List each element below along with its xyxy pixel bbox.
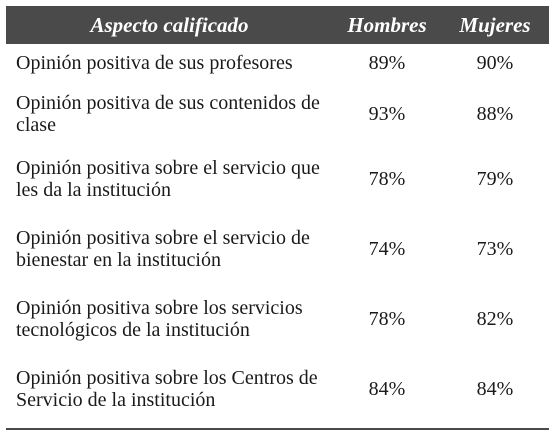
row-aspect: Opinión positiva sobre los Centros de Se…: [16, 367, 318, 411]
row-women-value: 88%: [476, 103, 514, 125]
row-men-value: 84%: [368, 378, 406, 400]
row-women-value: 73%: [476, 238, 514, 260]
row-women-value: 79%: [476, 168, 514, 190]
header-women: Mujeres: [459, 12, 531, 37]
table-row: Opinión positiva sobre los servicios tec…: [6, 284, 549, 354]
row-men-value: 93%: [368, 103, 406, 125]
row-aspect: Opinión positiva sobre los servicios tec…: [16, 297, 303, 341]
row-women-value: 90%: [476, 52, 514, 74]
row-aspect: Opinión positiva de sus contenidos de cl…: [16, 92, 320, 136]
table-row: Opinión positiva sobre el servicio de bi…: [6, 214, 549, 284]
row-men-value: 78%: [368, 168, 406, 190]
row-aspect: Opinión positiva sobre el servicio de bi…: [16, 227, 310, 271]
table-row: Opinión positiva de sus profesores 89% 9…: [6, 44, 549, 82]
row-men-value: 74%: [368, 238, 406, 260]
row-women-value: 84%: [476, 378, 514, 400]
table-row: Opinión positiva sobre el servicio que l…: [6, 144, 549, 214]
table-bottom-rule: [6, 428, 549, 430]
header-men: Hombres: [347, 12, 427, 37]
table-row: Opinión positiva de sus contenidos de cl…: [6, 84, 549, 144]
row-men-value: 89%: [368, 52, 406, 74]
survey-table: Aspecto calificado Hombres Mujeres Opini…: [6, 6, 549, 430]
table-row: Opinión positiva sobre los Centros de Se…: [6, 354, 549, 424]
row-men-value: 78%: [368, 308, 406, 330]
row-aspect: Opinión positiva de sus profesores: [16, 52, 293, 74]
row-aspect: Opinión positiva sobre el servicio que l…: [16, 157, 320, 201]
table-header: Aspecto calificado Hombres Mujeres: [6, 6, 549, 44]
row-women-value: 82%: [476, 308, 514, 330]
header-aspect: Aspecto calificado: [90, 12, 249, 37]
